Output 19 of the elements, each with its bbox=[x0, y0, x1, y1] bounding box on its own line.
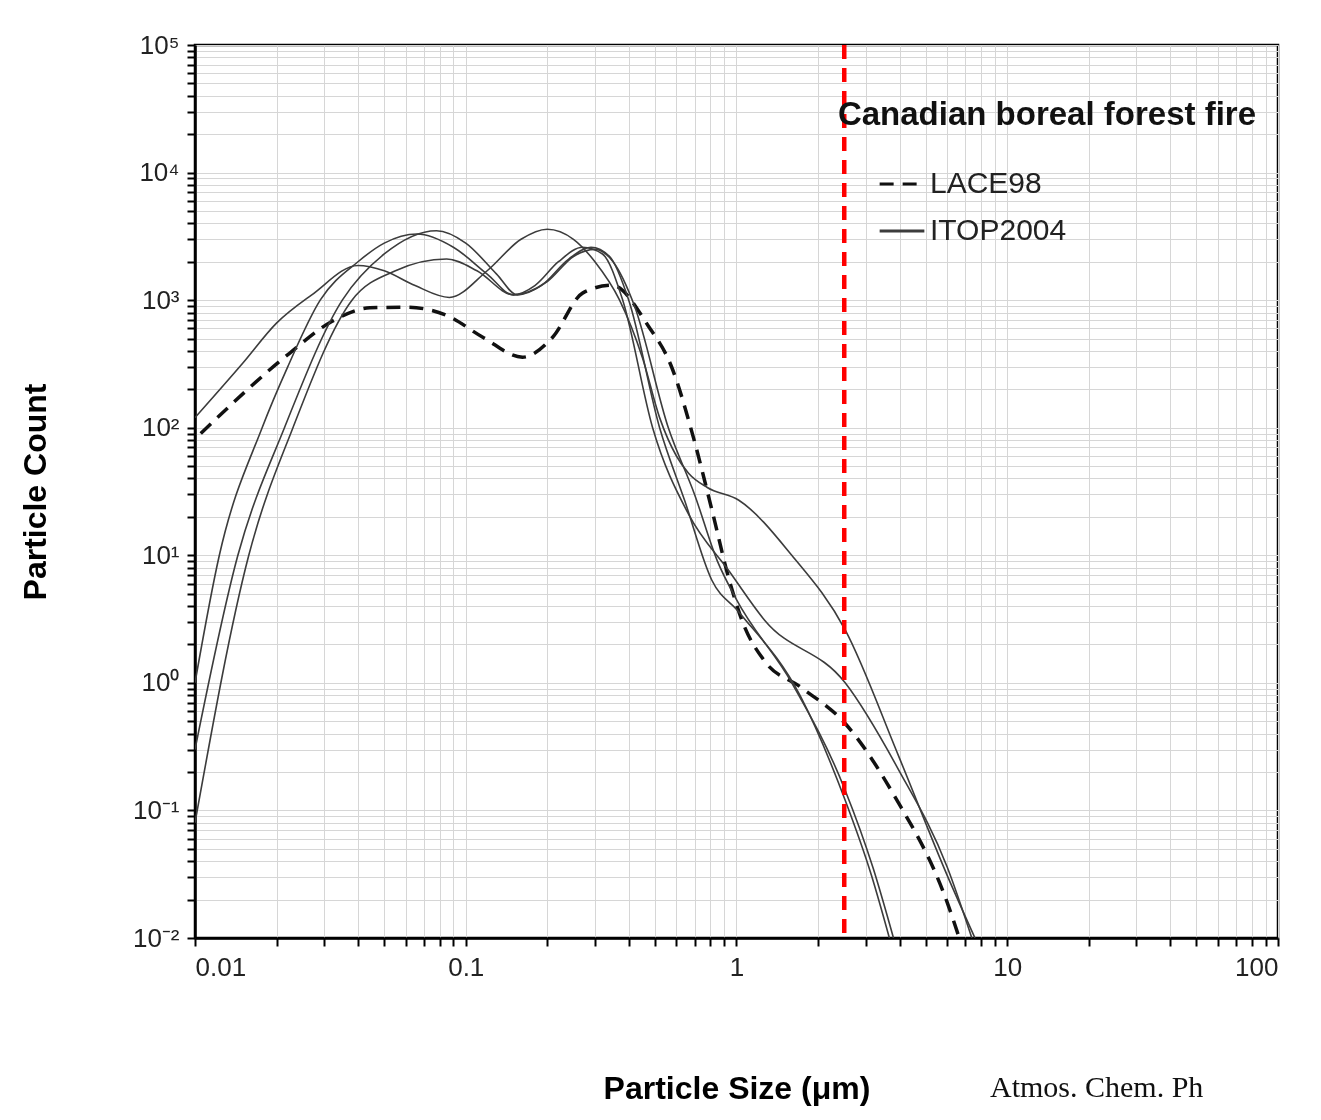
x-tick-label: 0.01 bbox=[195, 951, 247, 982]
y-tick-label: 10⁰ bbox=[141, 667, 180, 698]
y-tick-label: 10⁻¹ bbox=[132, 794, 180, 825]
x-tick-label: 100 bbox=[1235, 951, 1279, 982]
y-tick-label: 10⁻² bbox=[132, 922, 180, 953]
x-axis-title: Particle Size (μm) bbox=[603, 1069, 871, 1106]
y-tick-label: 10⁴ bbox=[139, 157, 180, 188]
y-tick-label: 10³ bbox=[141, 284, 180, 315]
text: Atmos. Chem. Ph bbox=[990, 1070, 1204, 1103]
y-axis-title: Particle Count bbox=[16, 383, 53, 601]
legend-label: LACE98 bbox=[930, 166, 1042, 199]
x-tick-label: 10 bbox=[993, 951, 1023, 982]
y-tick-label: 10¹ bbox=[141, 539, 180, 570]
y-tick-label: 10⁵ bbox=[139, 29, 180, 60]
x-tick-label: 1 bbox=[729, 951, 745, 982]
text: Canadian boreal forest fire bbox=[837, 95, 1256, 132]
x-tick-label: 0.1 bbox=[448, 951, 485, 982]
legend-label: ITOP2004 bbox=[930, 213, 1067, 246]
y-tick-label: 10² bbox=[141, 412, 180, 443]
